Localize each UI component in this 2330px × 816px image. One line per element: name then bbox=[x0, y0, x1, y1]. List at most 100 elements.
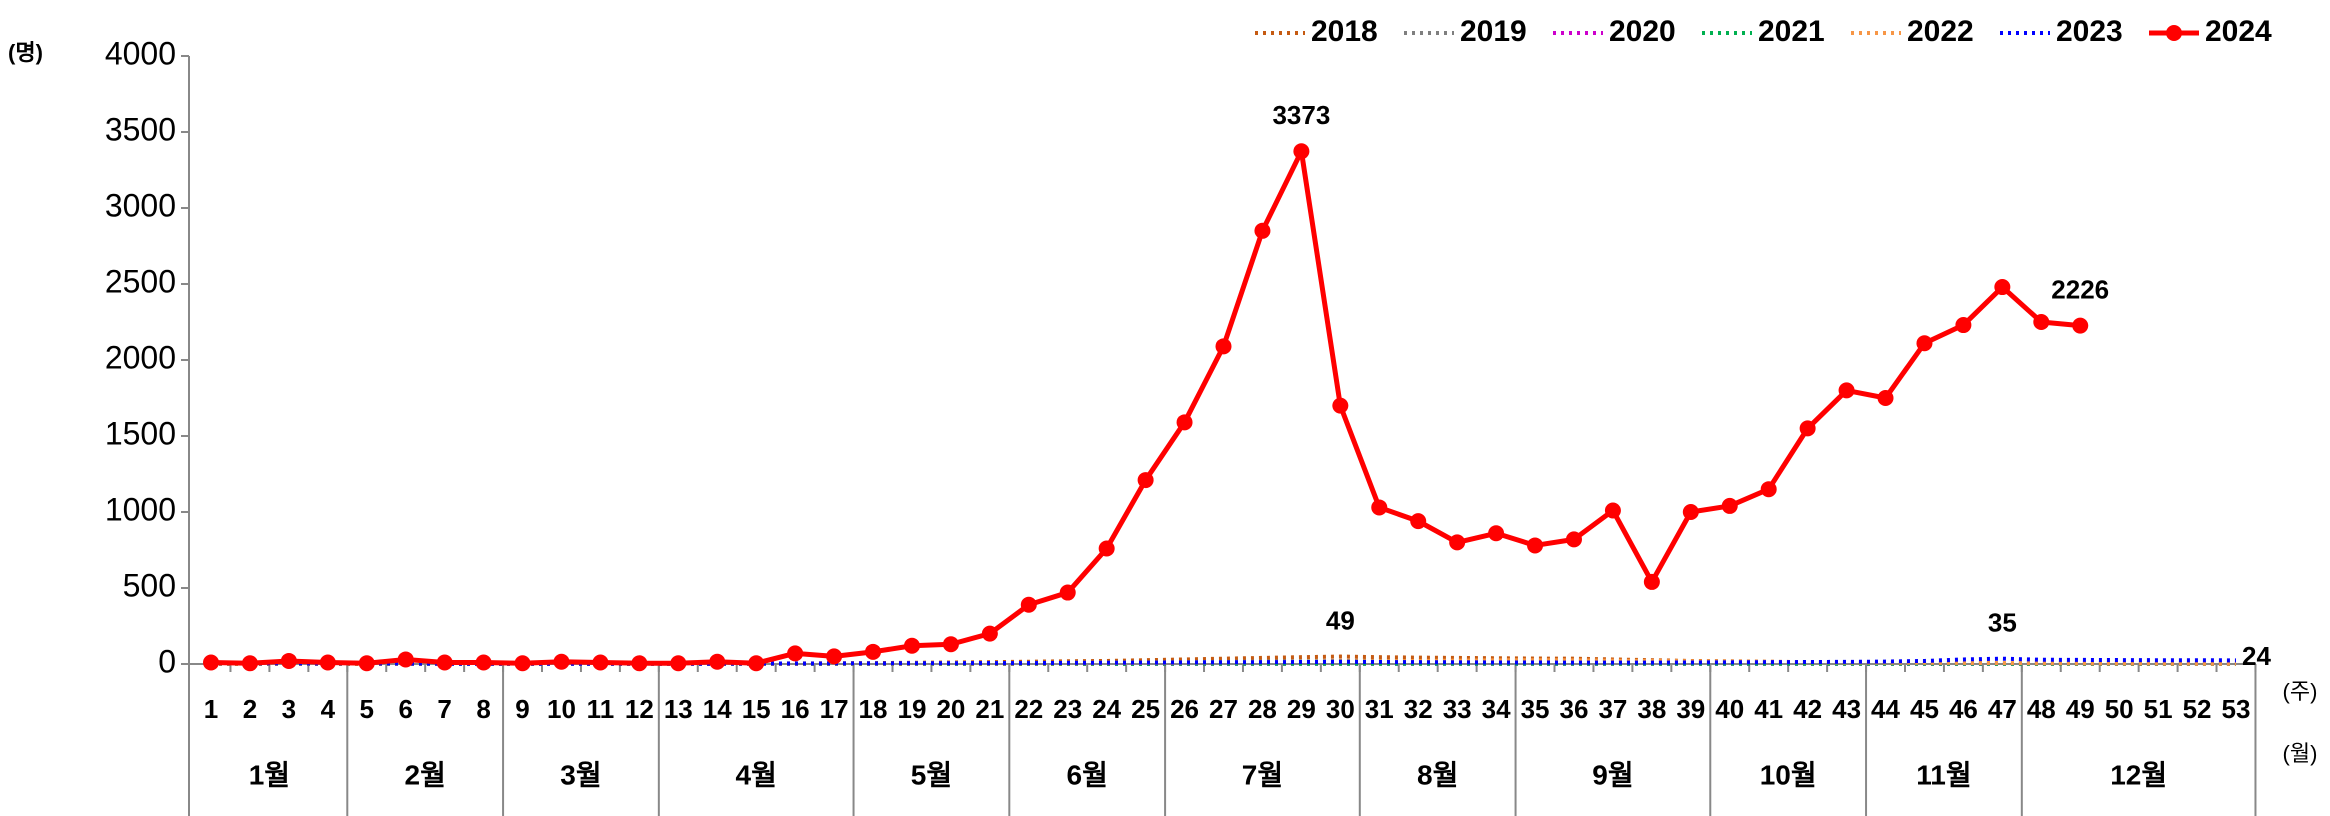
x-tick-label: 13 bbox=[664, 694, 693, 724]
y-tick-label: 500 bbox=[123, 567, 176, 603]
x-tick-label: 30 bbox=[1326, 694, 1355, 724]
y-tick-label: 0 bbox=[158, 643, 176, 679]
x-tick-label: 48 bbox=[2027, 694, 2056, 724]
data-label: 24 bbox=[2242, 641, 2271, 671]
month-axis-label: (월) bbox=[2283, 741, 2318, 766]
month-label: 8월 bbox=[1417, 759, 1458, 790]
point-marker bbox=[1449, 534, 1466, 551]
x-tick-label: 5 bbox=[360, 694, 374, 724]
point-marker bbox=[1371, 499, 1388, 516]
x-tick-label: 43 bbox=[1832, 694, 1861, 724]
x-tick-label: 23 bbox=[1053, 694, 1082, 724]
point-marker bbox=[670, 655, 687, 672]
x-tick-label: 40 bbox=[1715, 694, 1744, 724]
y-tick-label: 3000 bbox=[105, 187, 176, 223]
x-tick-label: 14 bbox=[703, 694, 732, 724]
point-marker bbox=[553, 653, 570, 670]
x-tick-label: 12 bbox=[625, 694, 654, 724]
x-tick-label: 26 bbox=[1170, 694, 1199, 724]
point-marker bbox=[1838, 382, 1855, 399]
x-tick-label: 31 bbox=[1365, 694, 1394, 724]
point-marker bbox=[1565, 531, 1582, 548]
x-tick-label: 49 bbox=[2066, 694, 2095, 724]
month-label: 2월 bbox=[405, 759, 446, 790]
month-label: 12월 bbox=[2110, 759, 2167, 790]
point-marker bbox=[1916, 335, 1933, 352]
point-marker bbox=[2072, 317, 2089, 334]
point-marker bbox=[1488, 525, 1505, 542]
point-marker bbox=[942, 636, 959, 653]
month-label: 7월 bbox=[1242, 759, 1283, 790]
legend-label: 2024 bbox=[2205, 15, 2272, 48]
point-marker bbox=[903, 637, 920, 654]
x-tick-label: 37 bbox=[1598, 694, 1627, 724]
point-marker bbox=[1877, 390, 1894, 406]
data-label: 49 bbox=[1326, 605, 1355, 635]
point-marker bbox=[787, 645, 804, 662]
x-tick-label: 6 bbox=[398, 694, 412, 724]
point-marker bbox=[1994, 279, 2011, 296]
x-tick-label: 33 bbox=[1443, 694, 1472, 724]
point-marker bbox=[436, 654, 453, 671]
x-tick-label: 34 bbox=[1482, 694, 1511, 724]
point-marker bbox=[1176, 414, 1193, 431]
month-label: 1월 bbox=[249, 759, 290, 790]
point-marker bbox=[1215, 338, 1232, 355]
point-marker bbox=[514, 655, 531, 672]
point-marker bbox=[1332, 397, 1349, 414]
point-marker bbox=[358, 655, 375, 672]
point-marker bbox=[475, 654, 492, 671]
point-marker bbox=[1760, 481, 1777, 498]
point-marker bbox=[397, 651, 414, 668]
month-label: 3월 bbox=[560, 759, 601, 790]
x-tick-label: 18 bbox=[859, 694, 888, 724]
x-tick-label: 28 bbox=[1248, 694, 1277, 724]
y-tick-label: 1500 bbox=[105, 415, 176, 451]
x-tick-label: 2 bbox=[243, 694, 257, 724]
x-tick-label: 45 bbox=[1910, 694, 1939, 724]
legend-marker bbox=[2166, 25, 2182, 41]
legend-label: 2020 bbox=[1609, 15, 1676, 48]
x-tick-label: 42 bbox=[1793, 694, 1822, 724]
x-tick-label: 11 bbox=[587, 694, 615, 724]
point-marker bbox=[1020, 596, 1037, 613]
x-tick-label: 21 bbox=[975, 694, 1004, 724]
legend-label: 2022 bbox=[1907, 15, 1974, 48]
point-marker bbox=[1643, 573, 1660, 590]
x-tick-label: 3 bbox=[282, 694, 296, 724]
point-marker bbox=[319, 654, 336, 671]
point-marker bbox=[1410, 513, 1427, 530]
point-marker bbox=[1293, 143, 1310, 160]
data-label: 2226 bbox=[2051, 275, 2109, 305]
month-label: 5월 bbox=[911, 759, 952, 790]
point-marker bbox=[865, 643, 882, 660]
point-marker bbox=[826, 648, 843, 665]
point-marker bbox=[592, 654, 609, 671]
series-line bbox=[210, 148, 2081, 666]
x-tick-label: 9 bbox=[515, 694, 529, 724]
point-marker bbox=[2033, 314, 2050, 330]
legend-label: 2019 bbox=[1460, 15, 1527, 48]
point-marker bbox=[748, 655, 765, 672]
x-tick-label: 36 bbox=[1560, 694, 1589, 724]
legend-label: 2018 bbox=[1311, 15, 1378, 48]
x-tick-label: 4 bbox=[321, 694, 336, 724]
point-marker bbox=[709, 653, 726, 670]
legend-label: 2021 bbox=[1758, 15, 1825, 48]
x-tick-label: 41 bbox=[1754, 694, 1783, 724]
y-axis-label: (명) bbox=[8, 40, 43, 65]
x-tick-label: 32 bbox=[1404, 694, 1433, 724]
point-marker bbox=[1682, 504, 1699, 520]
x-tick-label: 15 bbox=[742, 694, 771, 724]
point-marker bbox=[1059, 584, 1076, 601]
x-tick-label: 47 bbox=[1988, 694, 2017, 724]
point-marker bbox=[1955, 317, 1972, 334]
x-tick-label: 1 bbox=[204, 694, 218, 724]
x-tick-label: 53 bbox=[2222, 694, 2251, 724]
data-label: 35 bbox=[1988, 608, 2017, 638]
x-tick-label: 29 bbox=[1287, 694, 1316, 724]
point-marker bbox=[981, 625, 998, 642]
x-tick-label: 38 bbox=[1637, 694, 1666, 724]
point-marker bbox=[203, 654, 219, 671]
